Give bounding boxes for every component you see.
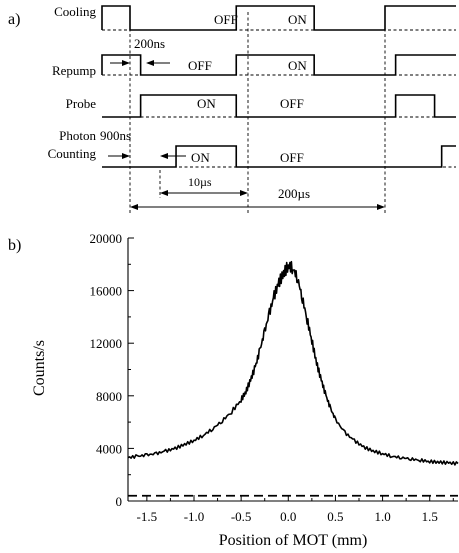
- repump-delay-arrowhead-left: [122, 60, 130, 66]
- y-tick-label: 12000: [90, 336, 123, 351]
- y-tick-label: 8000: [96, 389, 122, 404]
- counting-window-arrowhead-left: [160, 190, 168, 196]
- counts-chart-panel: b) -1.5 -1.0 -0.5 0.0 0.5 1.0 1.5 0 4000 8000 1200…: [8, 231, 459, 549]
- y-tick-label: 4000: [96, 441, 122, 456]
- period-arrowhead-left: [130, 204, 138, 210]
- signal-trace: [102, 145, 456, 168]
- x-tick-label: 0.0: [280, 509, 296, 524]
- period-label: 200µs: [278, 186, 310, 201]
- signal-trace: [102, 94, 456, 118]
- panel-a-label: a): [8, 11, 20, 28]
- probe-on-label: ON: [197, 96, 216, 111]
- counting-window-arrowhead-right: [240, 190, 248, 196]
- x-tick-label: 1.5: [422, 509, 438, 524]
- counts-curve: [127, 260, 459, 466]
- signal-trace: [101, 5, 456, 31]
- probe-off-label: OFF: [280, 96, 304, 111]
- x-axis-label: Position of MOT (mm): [219, 532, 368, 549]
- row-label-counting: Counting: [48, 146, 97, 161]
- repump-delay-label: 200ns: [134, 36, 165, 51]
- row-label-cooling: Cooling: [54, 4, 96, 19]
- repump-off-label: OFF: [188, 58, 212, 73]
- cooling-off-label: OFF: [214, 12, 238, 27]
- signal-trace: [101, 54, 456, 76]
- x-tick-label: -0.5: [231, 509, 252, 524]
- row-label-photon: Photon: [59, 128, 96, 143]
- y-axis-label: Counts/s: [31, 340, 48, 396]
- x-tick-label: 1.0: [374, 509, 390, 524]
- row-label-repump: Repump: [52, 63, 96, 78]
- y-tick-label: 20000: [90, 231, 123, 246]
- y-tick-label: 16000: [90, 284, 123, 299]
- counting-delay-arrowhead-left: [122, 153, 130, 159]
- panel-b-label: b): [8, 237, 21, 254]
- counting-delay-arrowhead-right: [160, 153, 168, 159]
- row-label-probe: Probe: [66, 96, 97, 111]
- timing-diagram-panel: a) Cooling Repump Probe Photon Counting …: [8, 4, 456, 214]
- period-arrowhead-right: [377, 204, 385, 210]
- repump-delay-arrowhead-right: [146, 60, 154, 66]
- repump-on-label: ON: [288, 58, 307, 73]
- x-tick-label: -1.0: [184, 509, 205, 524]
- counting-off-label: OFF: [280, 150, 304, 165]
- cooling-on-label: ON: [288, 12, 307, 27]
- y-tick-label: 0: [116, 494, 123, 509]
- x-tick-label: 0.5: [327, 509, 343, 524]
- timing-signals: [101, 5, 456, 168]
- counting-window-label: 10µs: [188, 175, 212, 189]
- x-tick-label: -1.5: [137, 509, 158, 524]
- axis-ticks: -1.5 -1.0 -0.5 0.0 0.5 1.0 1.5 0 4000 8000 12000 16…: [90, 231, 454, 524]
- counting-on-label: ON: [191, 150, 210, 165]
- counting-delay-label: 900ns: [100, 128, 131, 143]
